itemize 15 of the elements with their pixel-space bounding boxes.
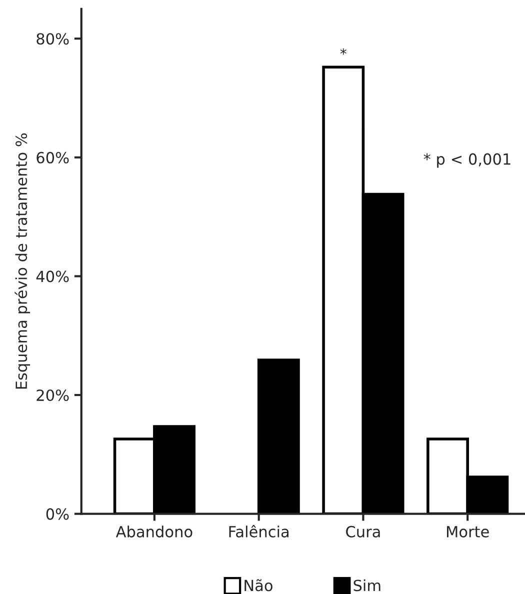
y-tick-label: 80%: [36, 33, 69, 45]
legend-label: Sim: [354, 579, 380, 592]
y-axis-title: Esquema prévio de tratamento %: [14, 133, 30, 389]
y-tick-label: 60%: [36, 152, 69, 164]
legend-label: Não: [244, 579, 272, 592]
y-tick-label: 40%: [36, 270, 69, 282]
x-tick-label: Morte: [446, 526, 489, 538]
x-tick-label: Falência: [229, 525, 288, 538]
x-tick-label: Cura: [346, 526, 380, 538]
y-tick-label: 0%: [46, 508, 69, 520]
annotation: * p < 0,001: [424, 153, 510, 168]
bar: [257, 358, 300, 514]
x-tick-label: Abandono: [116, 526, 192, 538]
annotation: *: [340, 48, 346, 55]
y-tick-label: 20%: [36, 389, 69, 402]
